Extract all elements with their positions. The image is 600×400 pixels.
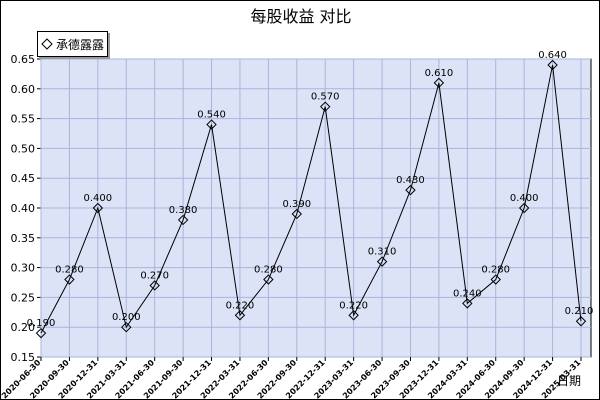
data-point xyxy=(490,274,501,285)
data-point xyxy=(149,280,160,291)
data-label: 0.390 xyxy=(282,199,311,210)
series-line xyxy=(40,64,582,334)
data-point xyxy=(92,202,104,214)
data-point xyxy=(433,77,445,89)
data-label: 0.210 xyxy=(565,306,594,317)
data-point xyxy=(121,321,132,333)
data-label: 0.220 xyxy=(226,300,255,311)
y-tick-label: 0.65 xyxy=(11,53,36,66)
data-label: 0.240 xyxy=(453,288,482,299)
y-tick-label: 0.40 xyxy=(11,202,36,215)
y-tick-label: 0.45 xyxy=(11,172,36,185)
data-point xyxy=(320,101,331,112)
data-label: 0.380 xyxy=(169,205,198,216)
data-label: 0.400 xyxy=(510,193,539,204)
data-point xyxy=(234,310,246,321)
data-point xyxy=(35,327,47,339)
legend: 承德露露 xyxy=(37,31,109,57)
data-point xyxy=(291,208,302,220)
y-tick-label: 0.15 xyxy=(11,351,36,364)
data-label: 0.270 xyxy=(140,270,169,281)
data-label: 0.570 xyxy=(311,92,340,103)
y-tick-label: 0.55 xyxy=(11,113,36,126)
data-label: 0.220 xyxy=(339,300,368,311)
y-tick-label: 0.50 xyxy=(11,142,36,155)
data-point xyxy=(518,202,530,214)
data-point xyxy=(462,298,473,309)
data-label: 0.190 xyxy=(27,318,56,329)
data-label: 0.640 xyxy=(538,50,567,61)
data-point xyxy=(575,316,587,327)
data-label: 0.280 xyxy=(55,265,84,276)
data-label: 0.400 xyxy=(84,193,113,204)
legend-label: 承德露露 xyxy=(56,37,105,52)
data-point xyxy=(376,256,388,267)
data-point xyxy=(263,274,274,285)
data-point xyxy=(405,184,416,196)
chart-title: 每股收益 对比 xyxy=(250,7,351,26)
y-tick-label: 0.35 xyxy=(11,232,36,245)
data-label: 0.280 xyxy=(481,265,510,276)
data-point xyxy=(348,310,359,321)
data-label: 0.430 xyxy=(396,175,425,186)
data-label: 0.280 xyxy=(254,265,283,276)
y-tick-label: 0.20 xyxy=(11,321,36,334)
legend-marker-icon xyxy=(41,38,53,50)
y-tick-label: 0.25 xyxy=(11,291,36,304)
data-label: 0.310 xyxy=(368,247,397,258)
y-tick-label: 0.30 xyxy=(11,262,36,275)
x-axis-label: 日期 xyxy=(557,374,581,388)
plot-area: 0.15 0.20 0.25 0.30 0.35 0.40 0.45 0.50 0.55 0.60… xyxy=(1,50,593,399)
data-label: 0.610 xyxy=(425,68,454,79)
data-point xyxy=(177,214,189,226)
data-point xyxy=(64,274,75,285)
data-label: 0.200 xyxy=(112,312,141,323)
data-label: 0.540 xyxy=(197,110,226,121)
y-tick-label: 0.60 xyxy=(11,83,36,96)
data-point xyxy=(547,59,558,71)
data-point xyxy=(206,119,217,130)
